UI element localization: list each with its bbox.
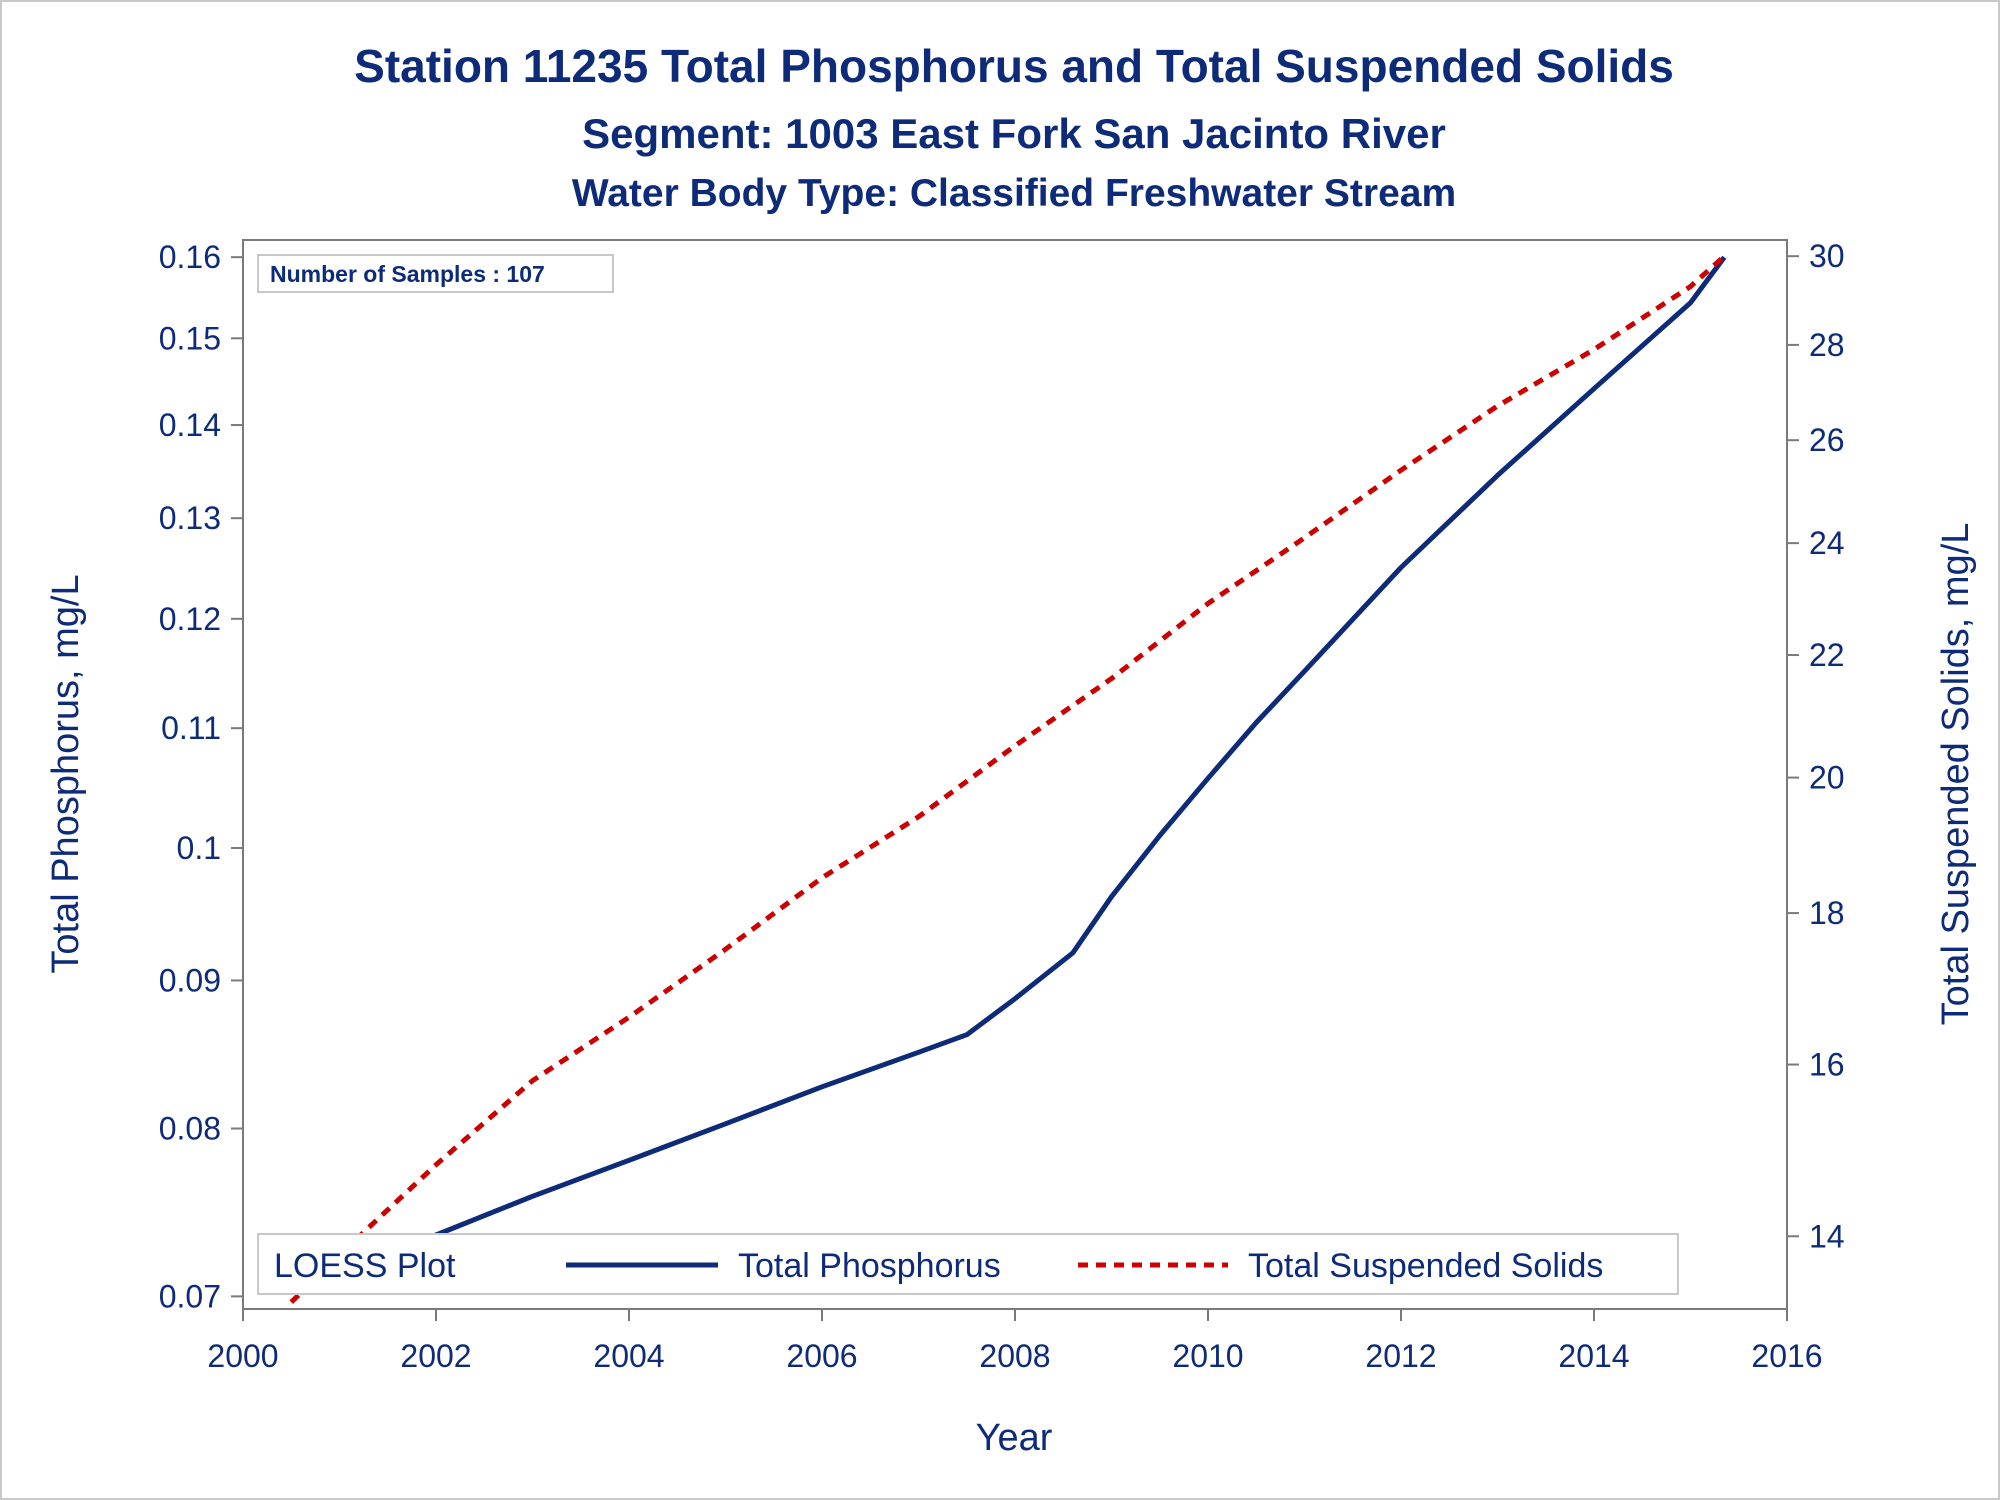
x-axis-ticks: 2000 2002 2004 2006 2008 2010 2012 2014 2016: [207, 1309, 1823, 1374]
y2-tick-label: 16: [1809, 1047, 1845, 1083]
legend-title: LOESS Plot: [274, 1247, 456, 1285]
y-tick-label: 0.07: [159, 1278, 221, 1314]
y-tick-label: 0.12: [159, 601, 221, 637]
x-tick-label: 2006: [786, 1338, 857, 1374]
legend: LOESS Plot Total Phosphorus Total Suspen…: [257, 1233, 1679, 1295]
x-tick-label: 2014: [1558, 1338, 1629, 1374]
y2-axis-ticks: 14 16 18 20 22 24 26 28 30: [1787, 238, 1845, 1254]
y2-axis-label: Total Suspended Solids, mg/L: [1935, 523, 1977, 1026]
series-line-total-suspended-solids: [289, 254, 1726, 1304]
x-axis-label: Year: [976, 1417, 1053, 1459]
chart-subtitle-2: Water Body Type: Classified Freshwater S…: [572, 172, 1456, 215]
legend-entry-solids: Total Suspended Solids: [1248, 1247, 1603, 1285]
y-tick-label: 0.13: [159, 500, 221, 536]
x-tick-label: 2000: [207, 1338, 278, 1374]
y-axis-label: Total Phosphorus, mg/L: [45, 574, 87, 973]
y2-tick-label: 26: [1809, 422, 1845, 458]
y2-tick-label: 18: [1809, 895, 1845, 931]
y-tick-label: 0.08: [159, 1111, 221, 1147]
y-tick-label: 0.16: [159, 239, 221, 275]
x-tick-label: 2010: [1172, 1338, 1243, 1374]
y2-tick-label: 28: [1809, 327, 1845, 363]
x-tick-label: 2012: [1365, 1338, 1436, 1374]
x-tick-label: 2008: [979, 1338, 1050, 1374]
series-line-total-phosphorus: [290, 255, 1727, 1281]
series-layer: [289, 254, 1727, 1304]
y2-tick-label: 14: [1809, 1218, 1845, 1254]
sample-count-inset: Number of Samples : 107: [257, 254, 614, 293]
y-tick-label: 0.14: [159, 407, 221, 443]
x-tick-label: 2004: [593, 1338, 664, 1374]
y-tick-label: 0.11: [161, 710, 221, 746]
inset-box: [257, 254, 614, 293]
inset-text: Number of Samples : 107: [270, 261, 545, 287]
y-tick-label: 0.1: [177, 830, 221, 866]
y-axis-ticks: 0.07 0.08 0.09 0.1 0.11 0.12 0.13 0.14 0.15 0.16: [159, 239, 243, 1314]
y2-tick-label: 30: [1809, 238, 1845, 274]
y-tick-label: 0.09: [159, 962, 221, 998]
chart-title: Station 11235 Total Phosphorus and Total…: [354, 40, 1674, 92]
plot-area: [242, 239, 1788, 1310]
y2-tick-label: 24: [1809, 525, 1845, 561]
chart-subtitle: Segment: 1003 East Fork San Jacinto Rive…: [582, 110, 1446, 157]
y2-tick-label: 20: [1809, 760, 1845, 796]
x-tick-label: 2002: [400, 1338, 471, 1374]
y-tick-label: 0.15: [159, 320, 221, 356]
y2-tick-label: 22: [1809, 637, 1845, 673]
legend-entry-phosphorus: Total Phosphorus: [738, 1247, 1001, 1285]
legend-box: [257, 1233, 1679, 1295]
x-tick-label: 2016: [1751, 1338, 1822, 1374]
